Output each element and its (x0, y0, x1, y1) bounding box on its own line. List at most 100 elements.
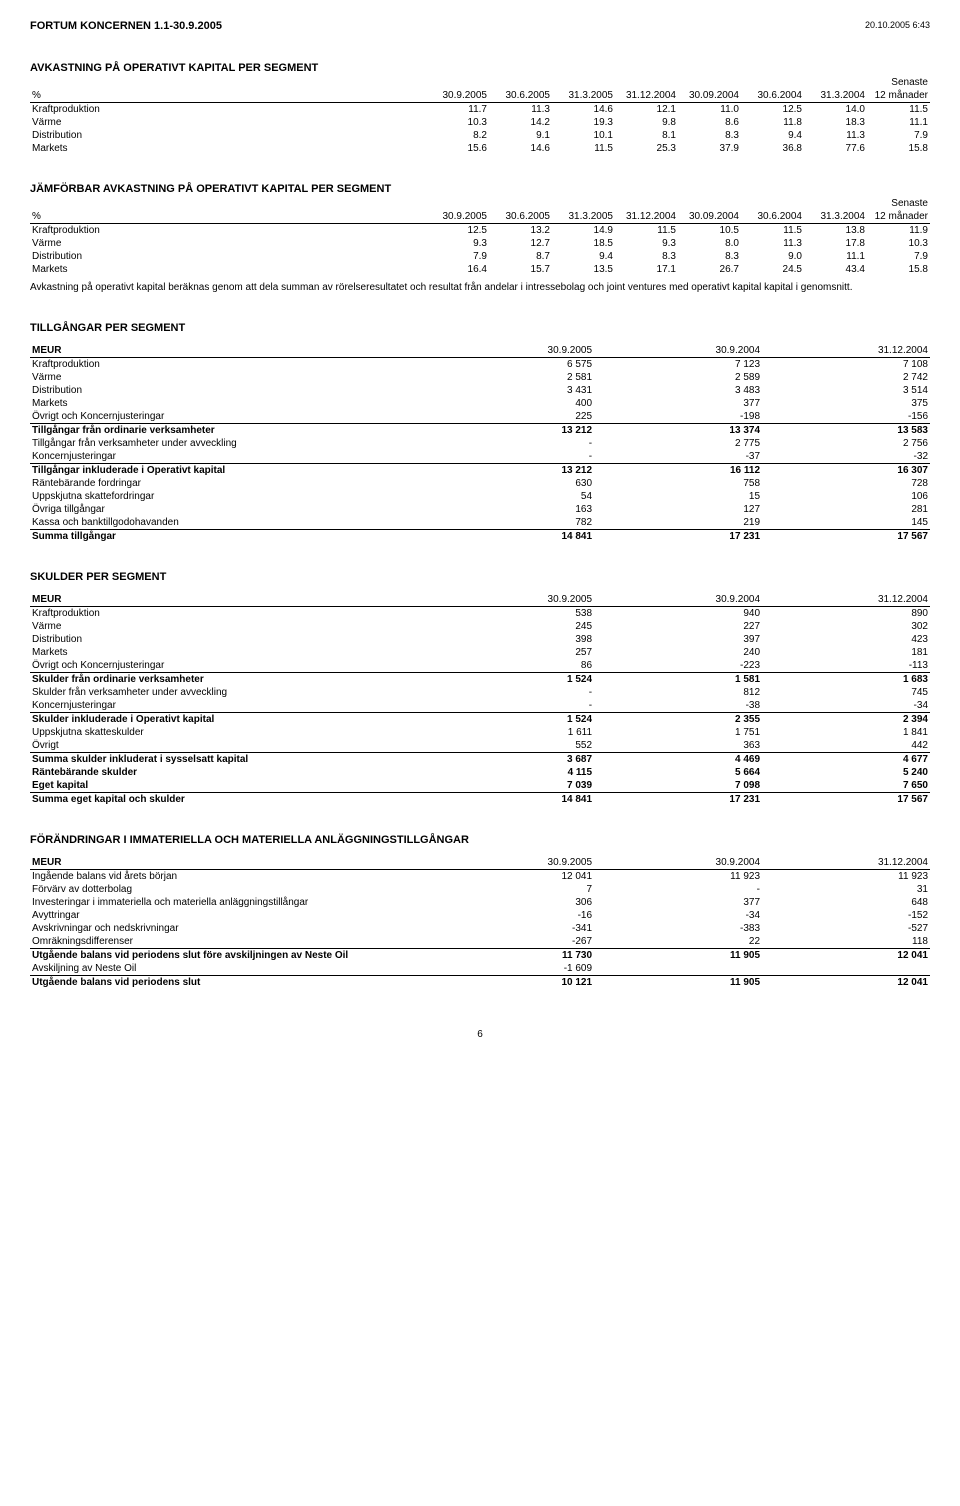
cell: - (426, 686, 594, 699)
t1-senaste: Senaste (867, 76, 930, 89)
table-row: Koncernjusteringar--38-34 (30, 699, 930, 713)
table-row: Avyttringar-16-34-152 (30, 909, 930, 922)
t2-senaste-row: Senaste (30, 197, 930, 210)
cell: 4 469 (594, 753, 762, 767)
table-row: Övrigt552363442 (30, 739, 930, 753)
row-label: Kraftproduktion (30, 607, 426, 621)
cell: 2 756 (762, 437, 930, 450)
row-label: Omräkningsdifferenser (30, 935, 426, 949)
row-label: Tillgångar från ordinarie verksamheter (30, 424, 426, 438)
t1-header-row: % 30.9.2005 30.6.2005 31.3.2005 31.12.20… (30, 89, 930, 103)
cell: 9.3 (426, 237, 489, 250)
cell: 11 730 (426, 949, 594, 963)
cell: 37.9 (678, 142, 741, 155)
cell: 3 687 (426, 753, 594, 767)
table-row: Avskrivningar och nedskrivningar-341-383… (30, 922, 930, 935)
cell: -198 (594, 410, 762, 424)
cell: 8.3 (615, 250, 678, 263)
table-row: Kraftproduktion11.711.314.612.111.012.51… (30, 103, 930, 117)
row-label: Övriga tillgångar (30, 503, 426, 516)
t4-header-row: MEUR 30.9.2005 30.9.2004 31.12.2004 (30, 593, 930, 607)
row-label: Koncernjusteringar (30, 450, 426, 464)
cell: 8.2 (426, 129, 489, 142)
t4-body: Kraftproduktion538940890Värme245227302Di… (30, 607, 930, 807)
cell: 11 923 (594, 870, 762, 884)
row-label: Koncernjusteringar (30, 699, 426, 713)
row-label: Eget kapital (30, 779, 426, 793)
cell: 11.1 (867, 116, 930, 129)
cell: -38 (594, 699, 762, 713)
t2-body: Kraftproduktion12.513.214.911.510.511.51… (30, 224, 930, 277)
t4-table: MEUR 30.9.2005 30.9.2004 31.12.2004 Kraf… (30, 593, 930, 806)
t3-header-row: MEUR 30.9.2005 30.9.2004 31.12.2004 (30, 344, 930, 358)
row-label: Distribution (30, 250, 426, 263)
cell: 9.0 (741, 250, 804, 263)
cell: 54 (426, 490, 594, 503)
cell: 10.3 (867, 237, 930, 250)
t1-unit: % (30, 89, 426, 103)
row-label: Summa skulder inkluderat i sysselsatt ka… (30, 753, 426, 767)
row-label: Skulder inkluderade i Operativt kapital (30, 713, 426, 727)
cell: 1 751 (594, 726, 762, 739)
table-row: Övrigt och Koncernjusteringar225-198-156 (30, 410, 930, 424)
row-label: Kraftproduktion (30, 103, 426, 117)
cell: 782 (426, 516, 594, 530)
cell: 2 742 (762, 371, 930, 384)
table-row: Distribution7.98.79.48.38.39.011.17.9 (30, 250, 930, 263)
cell: 7 039 (426, 779, 594, 793)
cell: 5 664 (594, 766, 762, 779)
page-number: 6 (30, 1029, 930, 1040)
cell: 11 923 (762, 870, 930, 884)
cell (762, 962, 930, 976)
cell: 1 611 (426, 726, 594, 739)
table-row: Utgående balans vid periodens slut före … (30, 949, 930, 963)
table-row: Distribution3 4313 4833 514 (30, 384, 930, 397)
row-label: Kassa och banktillgodohavanden (30, 516, 426, 530)
cell: 17 567 (762, 530, 930, 544)
table-row: Eget kapital7 0397 0987 650 (30, 779, 930, 793)
t1-senaste-row: Senaste (30, 76, 930, 89)
t2-note: Avkastning på operativt kapital beräknas… (30, 282, 930, 294)
cell: 31 (762, 883, 930, 896)
cell: 18.3 (804, 116, 867, 129)
cell: 15.8 (867, 263, 930, 276)
cell: 17 567 (762, 793, 930, 807)
t2-unit: % (30, 210, 426, 224)
cell: -341 (426, 922, 594, 935)
cell: 240 (594, 646, 762, 659)
cell: 13.2 (489, 224, 552, 238)
table-row: Markets16.415.713.517.126.724.543.415.8 (30, 263, 930, 276)
cell: 19.3 (552, 116, 615, 129)
table-row: Markets400377375 (30, 397, 930, 410)
row-label: Distribution (30, 633, 426, 646)
table-row: Kraftproduktion538940890 (30, 607, 930, 621)
table-row: Värme245227302 (30, 620, 930, 633)
page-header: FORTUM KONCERNEN 1.1-30.9.2005 20.10.200… (30, 20, 930, 32)
cell: 17.1 (615, 263, 678, 276)
cell: -1 609 (426, 962, 594, 976)
row-label: Investeringar i immateriella och materie… (30, 896, 426, 909)
t5-unit: MEUR (30, 856, 426, 870)
cell: 11.0 (678, 103, 741, 117)
table-row: Distribution8.29.110.18.18.39.411.37.9 (30, 129, 930, 142)
cell: -16 (426, 909, 594, 922)
cell: 225 (426, 410, 594, 424)
cell: 36.8 (741, 142, 804, 155)
t4-title: SKULDER PER SEGMENT (30, 571, 930, 583)
row-label: Summa tillgångar (30, 530, 426, 544)
cell: 302 (762, 620, 930, 633)
cell: 7 650 (762, 779, 930, 793)
row-label: Ingående balans vid årets början (30, 870, 426, 884)
cell: 14.6 (552, 103, 615, 117)
cell: 363 (594, 739, 762, 753)
t5-body: Ingående balans vid årets början12 04111… (30, 870, 930, 990)
row-label: Summa eget kapital och skulder (30, 793, 426, 807)
cell: 86 (426, 659, 594, 673)
cell: 77.6 (804, 142, 867, 155)
cell: 400 (426, 397, 594, 410)
row-label: Tillgångar inkluderade i Operativt kapit… (30, 464, 426, 478)
cell: 1 581 (594, 673, 762, 687)
cell: 43.4 (804, 263, 867, 276)
cell: 9.3 (615, 237, 678, 250)
cell: -152 (762, 909, 930, 922)
